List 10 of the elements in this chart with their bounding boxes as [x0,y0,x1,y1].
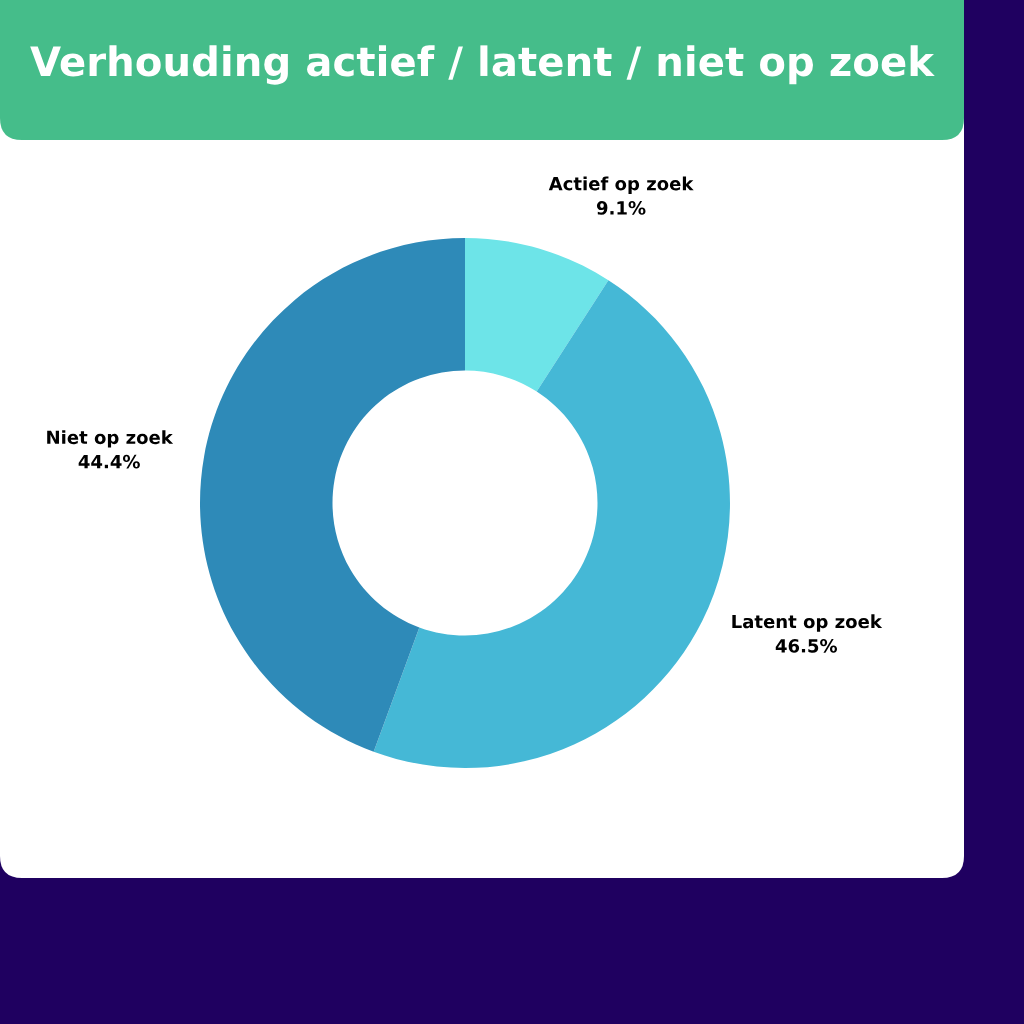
chart-title: Verhouding actief / latent / niet op zoek [30,45,935,85]
slice-label: Latent op zoek [732,614,883,632]
data-label: 44.4% [78,454,140,469]
slice-label: Actief op zoek [548,176,694,194]
donut-slice [465,238,609,392]
data-label: 46.5% [775,638,838,653]
data-label: 9.1% [596,201,646,215]
donut-slice [200,238,465,752]
donut-slice [373,280,730,768]
slice-label: Niet op zoek [47,430,174,448]
